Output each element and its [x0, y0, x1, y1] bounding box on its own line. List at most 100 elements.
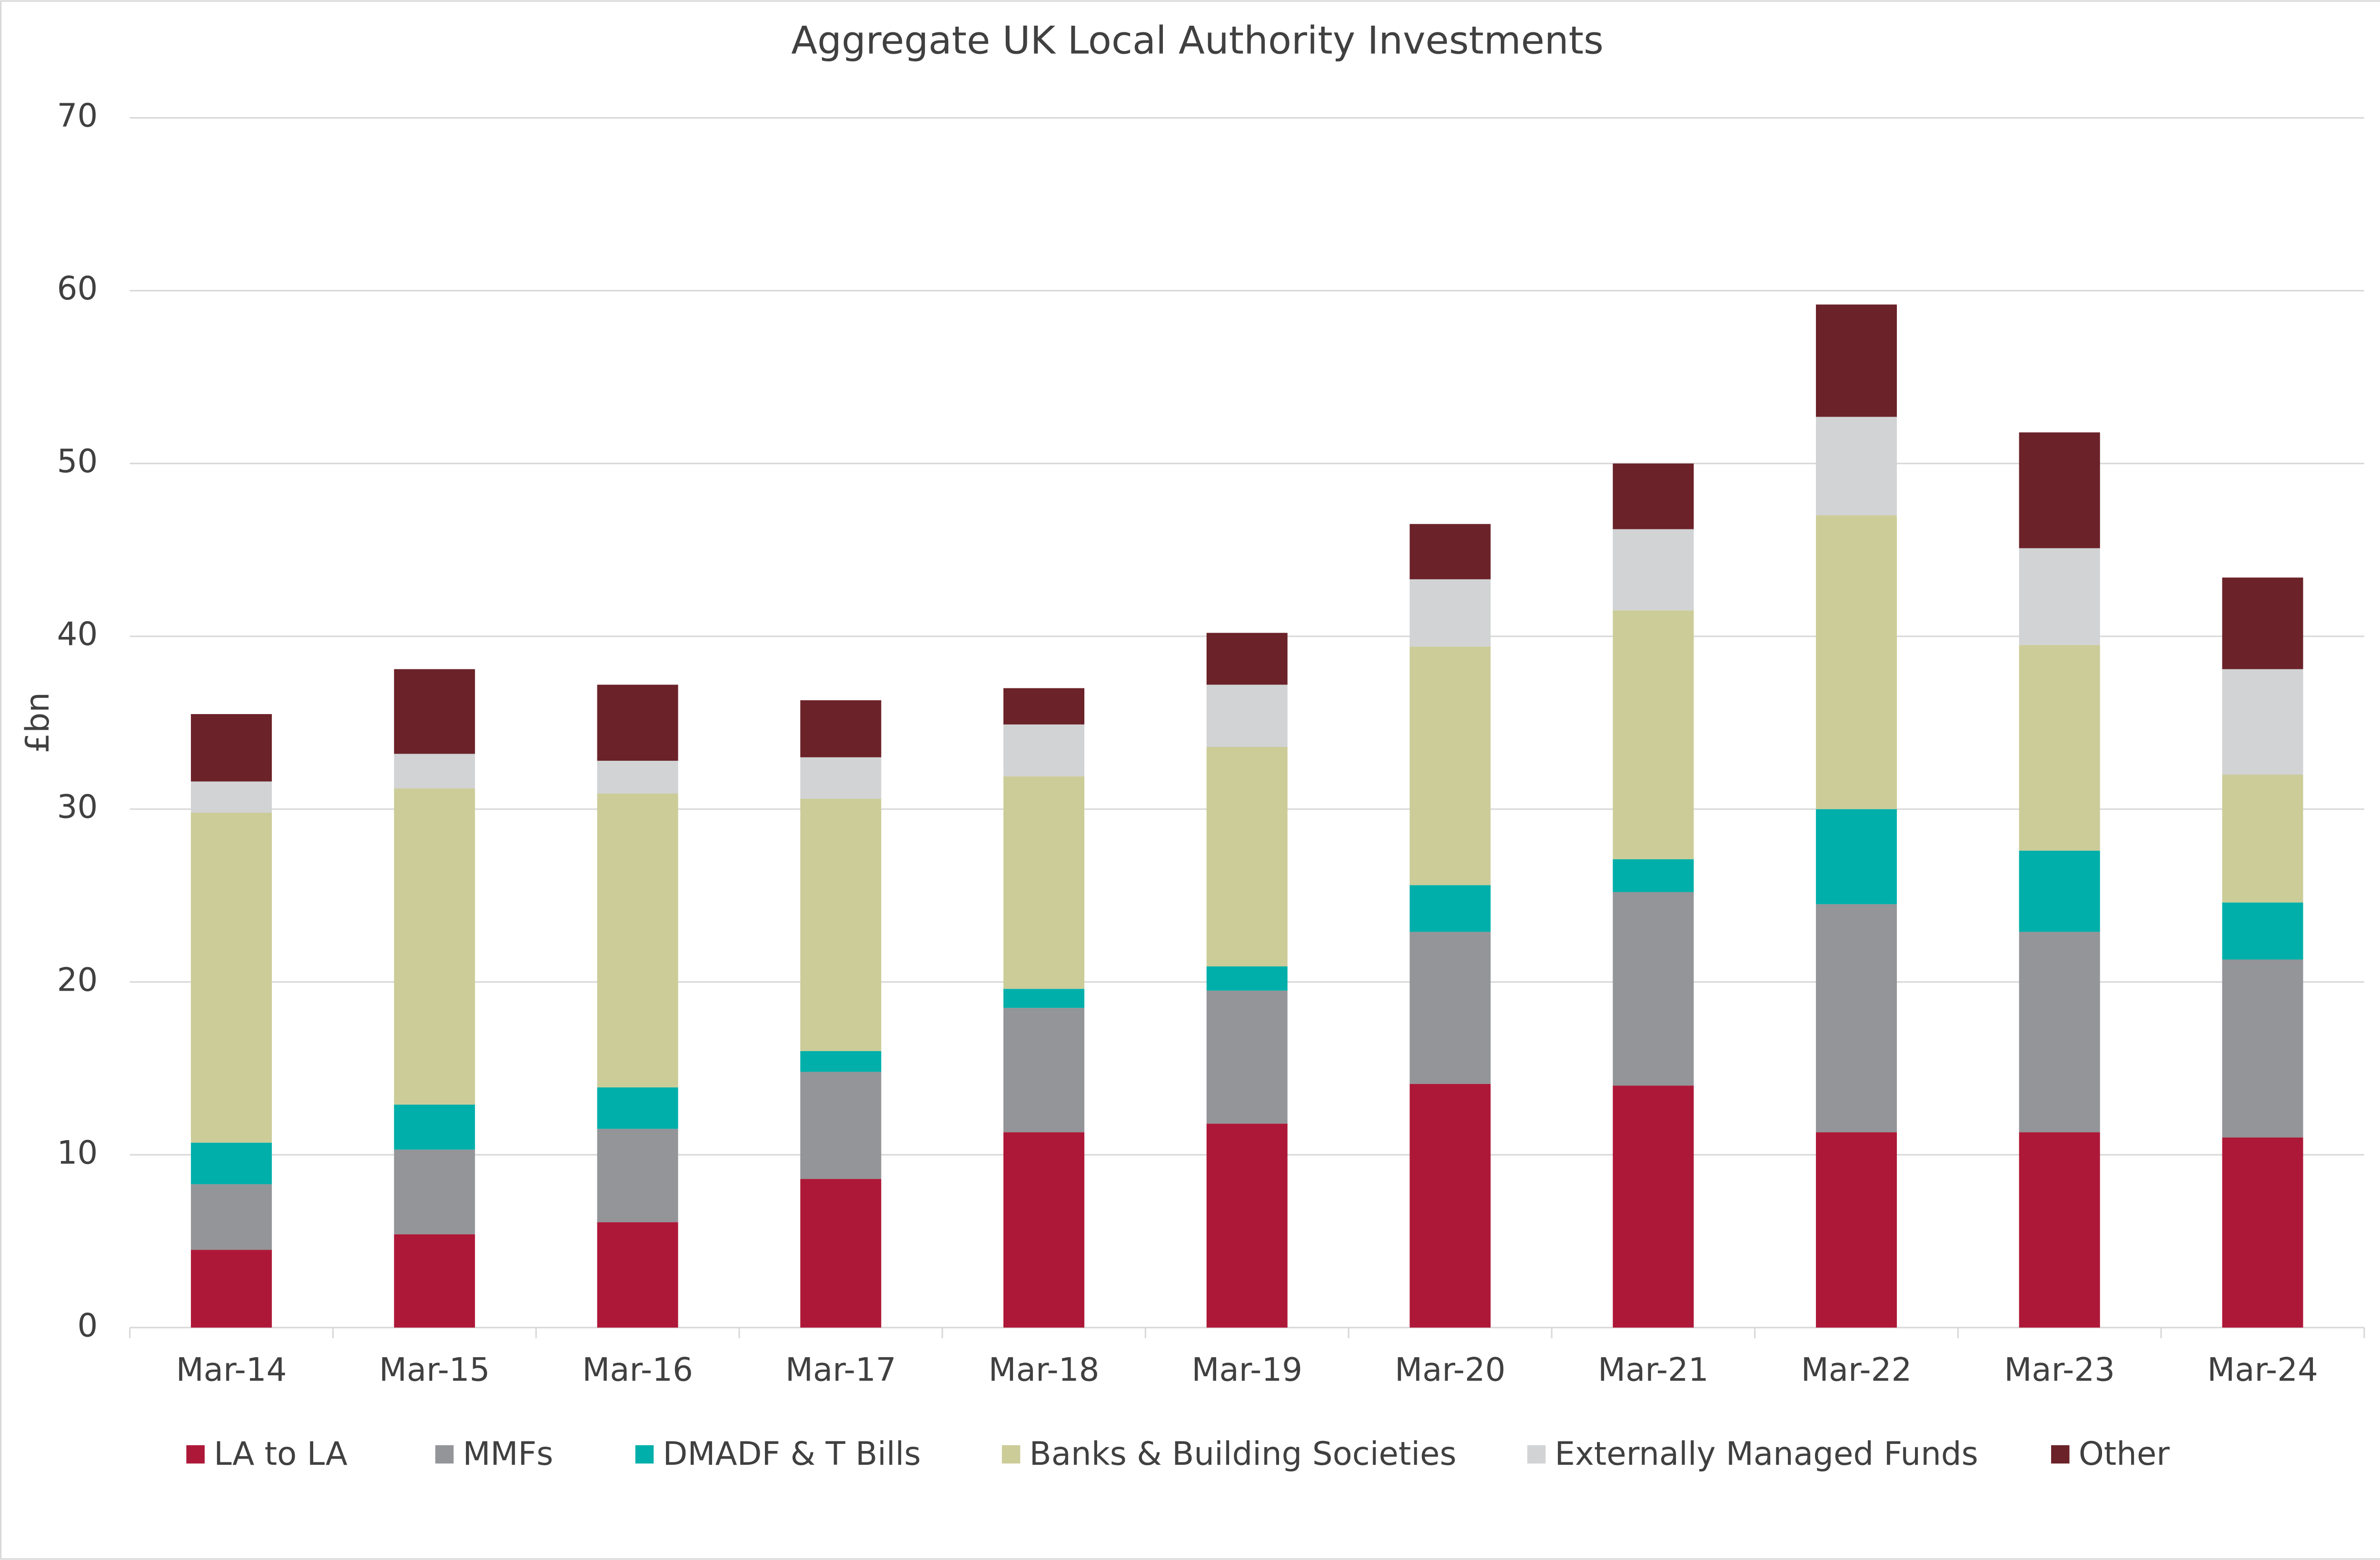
bar-segment: [1003, 989, 1085, 1008]
bar-segment: [1409, 524, 1491, 579]
bar-segment: [191, 781, 272, 813]
bar-segment: [1409, 646, 1491, 885]
x-tick-label: Mar-18: [989, 1351, 1100, 1388]
bar-segment: [1815, 417, 1897, 516]
legend-label: Other: [2079, 1435, 2170, 1472]
bar-segment: [1003, 1008, 1085, 1133]
bar-segment: [1003, 724, 1085, 776]
legend-swatch: [186, 1445, 205, 1464]
bar-segment: [191, 714, 272, 782]
bar-segment: [191, 1143, 272, 1184]
bar-segment: [1206, 747, 1288, 967]
bar-segment: [1613, 529, 1694, 611]
bar-segment: [597, 1129, 678, 1222]
bar-segment: [394, 788, 475, 1105]
bar-segment: [1815, 904, 1897, 1133]
bar-segment: [2019, 932, 2100, 1133]
bar-segment: [191, 812, 272, 1143]
bar-segment: [1003, 1132, 1085, 1328]
bar-segment: [2222, 902, 2303, 960]
x-tick-label: Mar-20: [1395, 1351, 1506, 1388]
chart-title: Aggregate UK Local Authority Investments: [791, 18, 1604, 62]
bar-segment: [2019, 432, 2100, 548]
bar-segment: [394, 669, 475, 754]
bar-segment: [597, 1087, 678, 1129]
x-tick-label: Mar-16: [582, 1351, 693, 1388]
bar-segment: [800, 798, 882, 1051]
x-tick-label: Mar-14: [176, 1351, 287, 1388]
x-tick-label: Mar-19: [1191, 1351, 1302, 1388]
bar-segment: [191, 1250, 272, 1328]
y-tick-label: 30: [57, 788, 98, 825]
y-tick-label: 50: [57, 442, 98, 480]
legend-label: LA to LA: [214, 1435, 347, 1472]
y-axis-label: £bn: [19, 692, 56, 753]
bar-segment: [394, 1104, 475, 1150]
legend-swatch: [1527, 1445, 1546, 1464]
legend-swatch: [435, 1445, 454, 1464]
bar-segment: [1613, 859, 1694, 892]
bar-segment: [1613, 892, 1694, 1086]
bar-segment: [1409, 932, 1491, 1084]
bar-segment: [1003, 776, 1085, 989]
bar-segment: [800, 1179, 882, 1328]
bar-segment: [1409, 885, 1491, 932]
bar-segment: [1613, 610, 1694, 859]
bar-segment: [1815, 515, 1897, 809]
bar-segment: [2222, 959, 2303, 1138]
y-tick-label: 20: [57, 961, 98, 998]
bar-segment: [394, 1149, 475, 1234]
bar-segment: [2019, 548, 2100, 645]
legend-label: Banks & Building Societies: [1030, 1435, 1457, 1472]
bar-segment: [191, 1184, 272, 1250]
y-tick-label: 10: [57, 1133, 98, 1171]
bar-segment: [1613, 463, 1694, 529]
bar-segment: [2222, 775, 2303, 903]
bar-segment: [394, 754, 475, 789]
y-tick-label: 40: [57, 615, 98, 653]
bar-segment: [2222, 669, 2303, 775]
y-tick-label: 0: [77, 1306, 98, 1344]
legend-swatch: [1002, 1445, 1021, 1464]
bar-segment: [597, 794, 678, 1088]
bar-segment: [394, 1234, 475, 1328]
y-tick-label: 70: [57, 97, 98, 134]
bar-segment: [1206, 633, 1288, 685]
legend-swatch: [635, 1445, 654, 1464]
bar-segment: [800, 700, 882, 757]
bar-segment: [1206, 990, 1288, 1124]
bar-segment: [597, 1222, 678, 1328]
bar-segment: [2019, 850, 2100, 932]
y-tick-label: 60: [57, 269, 98, 307]
legend-label: DMADF & T Bills: [663, 1435, 921, 1472]
bar-segment: [800, 1051, 882, 1072]
x-tick-label: Mar-22: [1801, 1351, 1912, 1388]
x-tick-label: Mar-24: [2207, 1351, 2318, 1388]
bar-segment: [1613, 1085, 1694, 1328]
x-tick-label: Mar-17: [785, 1351, 896, 1388]
bar-segment: [1815, 304, 1897, 417]
bar-segment: [1206, 1123, 1288, 1328]
bar-segment: [1409, 1083, 1491, 1328]
bar-segment: [800, 1072, 882, 1179]
bar-segment: [1815, 809, 1897, 904]
legend-swatch: [2051, 1445, 2070, 1464]
bar-segment: [2222, 1137, 2303, 1328]
legend-label: MMFs: [463, 1435, 553, 1472]
bar-segment: [1003, 688, 1085, 725]
x-tick-label: Mar-23: [2004, 1351, 2115, 1388]
x-tick-label: Mar-15: [379, 1351, 490, 1388]
bar-segment: [1815, 1132, 1897, 1328]
x-tick-label: Mar-21: [1598, 1351, 1709, 1388]
bar-segment: [2019, 645, 2100, 851]
bar-segment: [1206, 685, 1288, 747]
bar-segment: [2222, 577, 2303, 669]
bar-segment: [597, 761, 678, 794]
bar-segment: [1206, 966, 1288, 991]
bar-segment: [2019, 1132, 2100, 1328]
bar-segment: [800, 757, 882, 799]
bar-segment: [1409, 579, 1491, 647]
bar-segment: [597, 685, 678, 761]
legend-label: Externally Managed Funds: [1555, 1435, 1978, 1472]
